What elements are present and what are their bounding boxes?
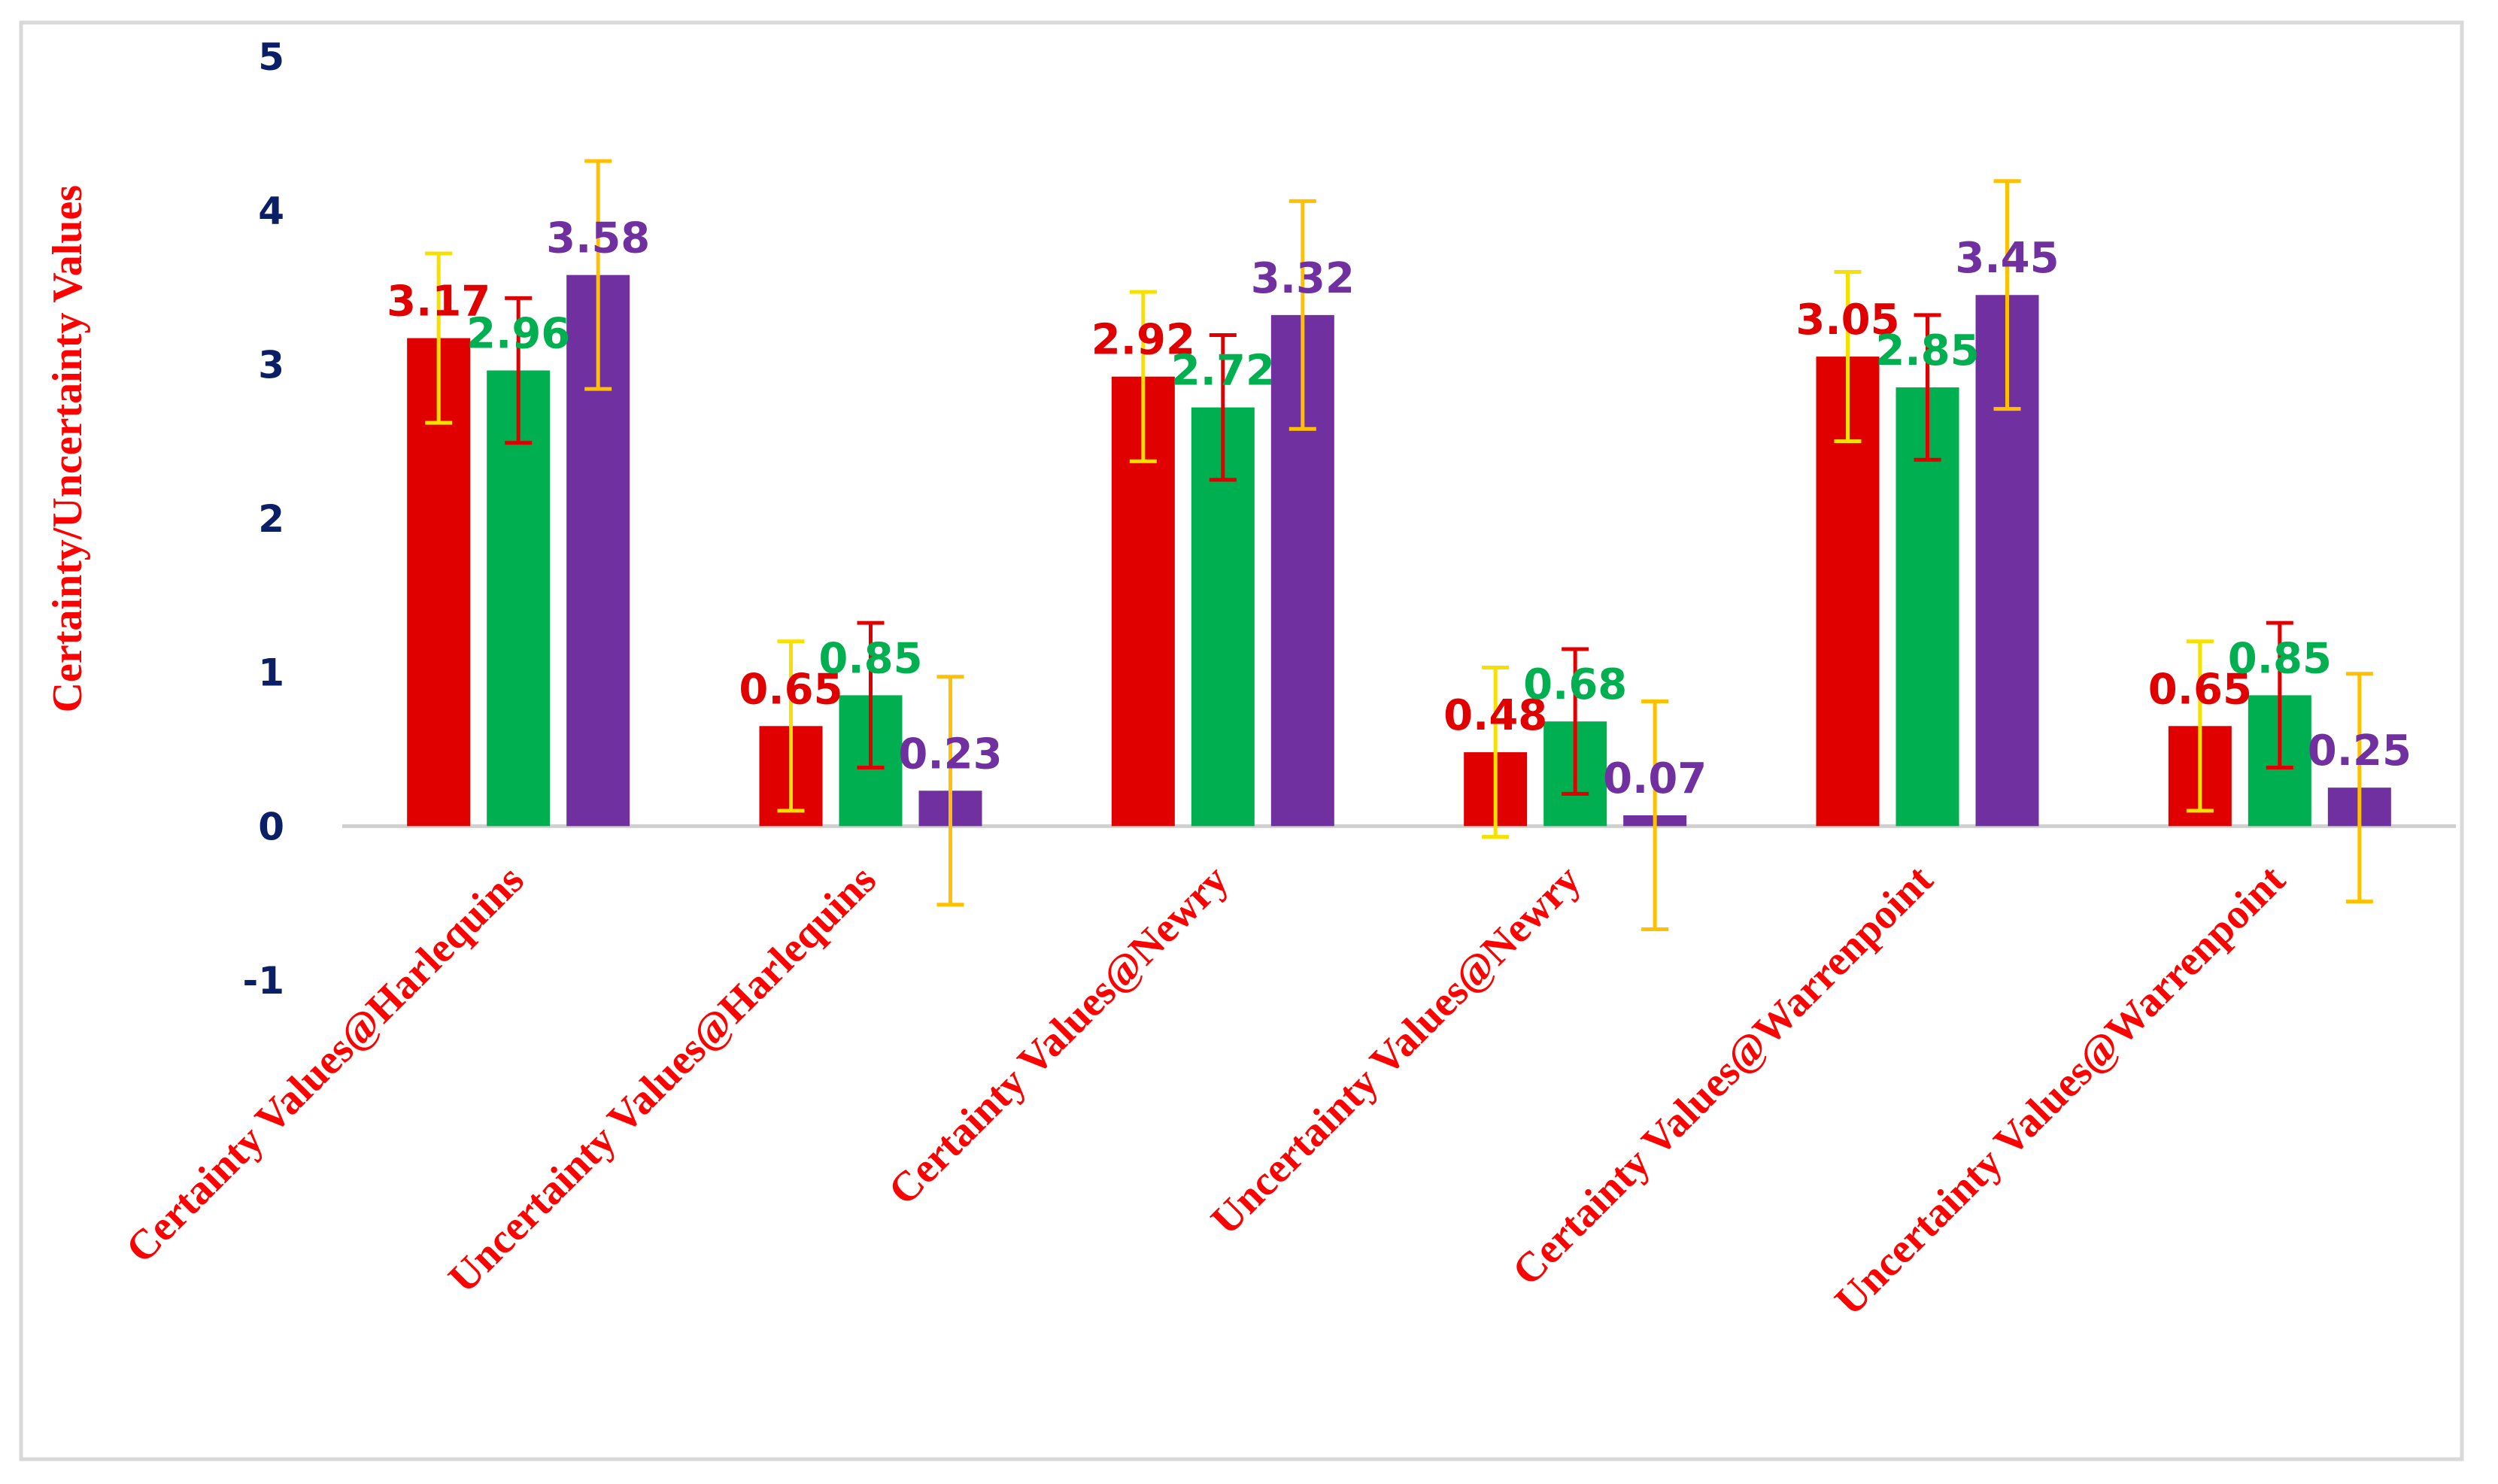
data-label: 0.85 <box>818 634 922 683</box>
y-axis-title: Certainty/Uncertainty Values <box>44 185 91 713</box>
error-bars-group <box>425 159 2373 931</box>
data-label: 0.68 <box>1523 660 1627 709</box>
y-tick-label: 0 <box>258 805 284 848</box>
data-label: 3.58 <box>546 214 650 263</box>
y-tick-label: -1 <box>242 959 284 1003</box>
data-label: 2.85 <box>1875 326 1979 375</box>
data-label: 0.65 <box>2148 665 2252 714</box>
data-label: 3.05 <box>1795 296 1899 344</box>
y-axis-ticks: -1 0 1 2 3 4 5 <box>242 35 284 1003</box>
data-label: 0.65 <box>739 665 842 714</box>
data-label: 0.23 <box>898 730 1002 778</box>
y-tick-label: 5 <box>258 35 284 79</box>
data-label: 3.17 <box>387 278 490 326</box>
bar <box>487 370 551 827</box>
data-label: 0.25 <box>2308 727 2411 775</box>
data-label: 0.85 <box>2228 634 2332 683</box>
data-label: 2.92 <box>1091 316 1195 365</box>
data-label: 0.48 <box>1443 691 1547 740</box>
y-tick-label: 2 <box>258 497 284 541</box>
data-labels-group: 3.172.963.580.650.850.232.922.723.320.48… <box>387 214 2411 803</box>
data-label: 2.96 <box>466 310 570 359</box>
data-label: 2.72 <box>1171 347 1275 396</box>
y-tick-label: 1 <box>258 651 284 695</box>
data-label: 3.45 <box>1955 234 2059 283</box>
data-label: 3.32 <box>1251 254 1355 303</box>
y-tick-label: 4 <box>258 190 284 233</box>
y-tick-label: 3 <box>258 343 284 387</box>
data-label: 0.07 <box>1603 754 1707 803</box>
